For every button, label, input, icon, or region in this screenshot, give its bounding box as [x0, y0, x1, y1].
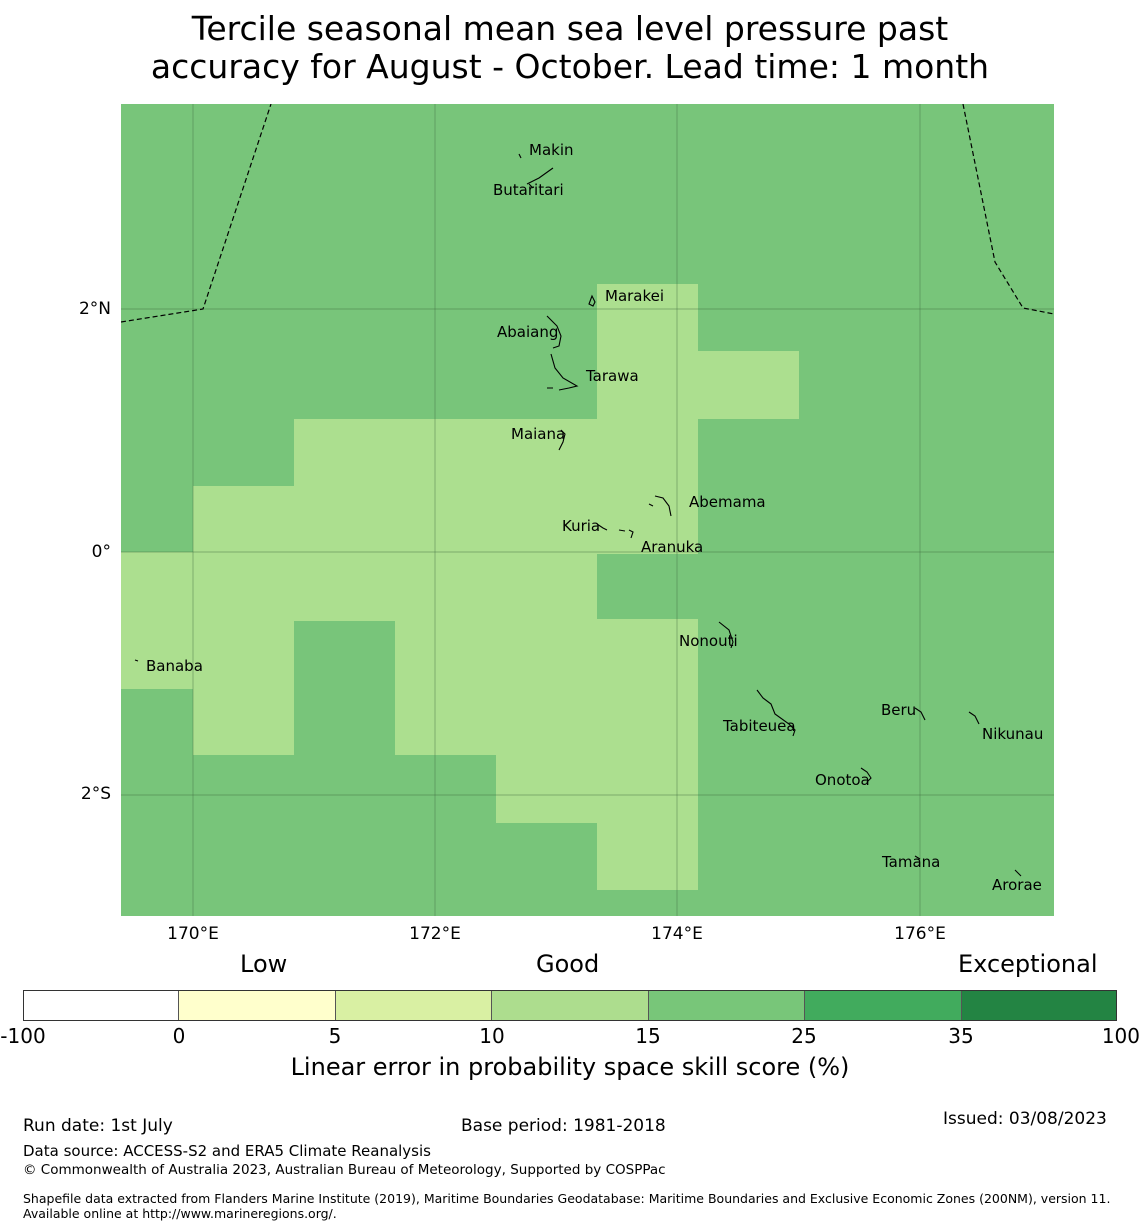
- island-shape-beru: [914, 707, 926, 721]
- island-label-kuria: Kuria: [562, 517, 600, 535]
- lon-label-170e: 170°E: [167, 924, 219, 944]
- colorbar-tick: 100: [1101, 1024, 1140, 1048]
- island-label-marakei: Marakei: [605, 287, 664, 305]
- island-label-arorae: Arorae: [992, 876, 1042, 894]
- colorbar-tick: 0: [172, 1024, 186, 1048]
- colorbar-word-low: Low: [240, 950, 288, 978]
- lon-label-172e: 172°E: [409, 924, 461, 944]
- island-shape-onotoa: [860, 767, 872, 783]
- island-shape-maiana: [558, 429, 566, 451]
- colorbar-tick: 35: [948, 1024, 974, 1048]
- island-shape-aranuka: [618, 529, 634, 539]
- island-label-banaba: Banaba: [146, 657, 203, 675]
- island-label-nikunau: Nikunau: [982, 725, 1043, 743]
- island-label-tabiteuea: Tabiteuea: [722, 717, 796, 735]
- island-label-butaritari: Butaritari: [493, 181, 564, 199]
- island-outlines: [134, 153, 1022, 877]
- island-label-beru: Beru: [881, 701, 916, 719]
- island-label-aranuka: Aranuka: [641, 538, 703, 556]
- colorbar-segment: [961, 990, 1117, 1021]
- lon-label-174e: 174°E: [651, 924, 703, 944]
- colorbar-tick: 10: [479, 1024, 505, 1048]
- base-period: Base period: 1981-2018: [461, 1116, 666, 1136]
- title-line-1: Tercile seasonal mean sea level pressure…: [191, 9, 949, 48]
- island-shape-abemama: [648, 495, 672, 517]
- lat-label-0: 0°: [91, 542, 111, 562]
- issued-date: Issued: 03/08/2023: [943, 1109, 1107, 1129]
- skill-map-svg: Makin Butaritari Marakei Abaiang Tarawa …: [121, 104, 1054, 916]
- island-shape-nonouti: [718, 621, 734, 649]
- skill-region-10-15: [121, 284, 799, 890]
- island-shape-butaritari: [526, 167, 554, 189]
- colorbar-word-good: Good: [536, 950, 600, 978]
- island-label-abemama: Abemama: [689, 493, 766, 511]
- graticule: [121, 104, 1054, 916]
- colorbar-segment: [335, 990, 493, 1021]
- colorbar: [23, 990, 1117, 1021]
- island-label-abaiang: Abaiang: [497, 323, 558, 341]
- island-label-maiana: Maiana: [511, 425, 565, 443]
- island-shape-banaba: [134, 659, 139, 662]
- skill-map: Makin Butaritari Marakei Abaiang Tarawa …: [121, 104, 1054, 916]
- island-shape-tarawa: [547, 353, 579, 391]
- island-label-nonouti: Nonouti: [679, 632, 738, 650]
- copyright-notice: © Commonwealth of Australia 2023, Austra…: [23, 1162, 666, 1178]
- island-label-onotoa: Onotoa: [815, 771, 870, 789]
- colorbar-tick: 5: [328, 1024, 342, 1048]
- colorbar-segment: [179, 990, 336, 1021]
- island-labels: Makin Butaritari Marakei Abaiang Tarawa …: [146, 141, 1043, 894]
- island-label-makin: Makin: [529, 141, 574, 159]
- island-shape-abaiang: [546, 315, 562, 349]
- colorbar-tick: 25: [791, 1024, 817, 1048]
- island-shape-nikunau: [968, 711, 980, 725]
- run-date: Run date: 1st July: [23, 1116, 173, 1136]
- colorbar-segment: [23, 990, 180, 1021]
- island-label-tarawa: Tarawa: [585, 367, 639, 385]
- island-shape-arorae: [1014, 869, 1022, 877]
- island-label-tamana: Tamana: [881, 853, 940, 871]
- colorbar-tick: 15: [635, 1024, 661, 1048]
- colorbar-label: Linear error in probability space skill …: [290, 1053, 850, 1081]
- data-source: Data source: ACCESS-S2 and ERA5 Climate …: [23, 1142, 431, 1160]
- island-shape-marakei: [588, 294, 596, 307]
- eez-boundary: [121, 104, 1054, 323]
- shapefile-credit: Shapefile data extracted from Flanders M…: [23, 1191, 1111, 1221]
- lon-label-176e: 176°E: [894, 924, 946, 944]
- colorbar-segment: [492, 990, 649, 1021]
- island-shape-tamana: [914, 855, 921, 860]
- lat-label-2s: 2°S: [80, 784, 111, 804]
- lat-label-2n: 2°N: [78, 299, 111, 319]
- colorbar-word-exceptional: Exceptional: [958, 950, 1098, 978]
- island-shape-kuria: [596, 523, 608, 531]
- colorbar-tick: -100: [0, 1024, 46, 1048]
- island-shape-makin: [518, 153, 522, 159]
- colorbar-segment: [805, 990, 962, 1021]
- island-shape-tabiteuea: [756, 689, 796, 737]
- colorbar-segment: [648, 990, 806, 1021]
- title-line-2: accuracy for August - October. Lead time…: [150, 47, 990, 86]
- chart-title: Tercile seasonal mean sea level pressure…: [0, 10, 1140, 86]
